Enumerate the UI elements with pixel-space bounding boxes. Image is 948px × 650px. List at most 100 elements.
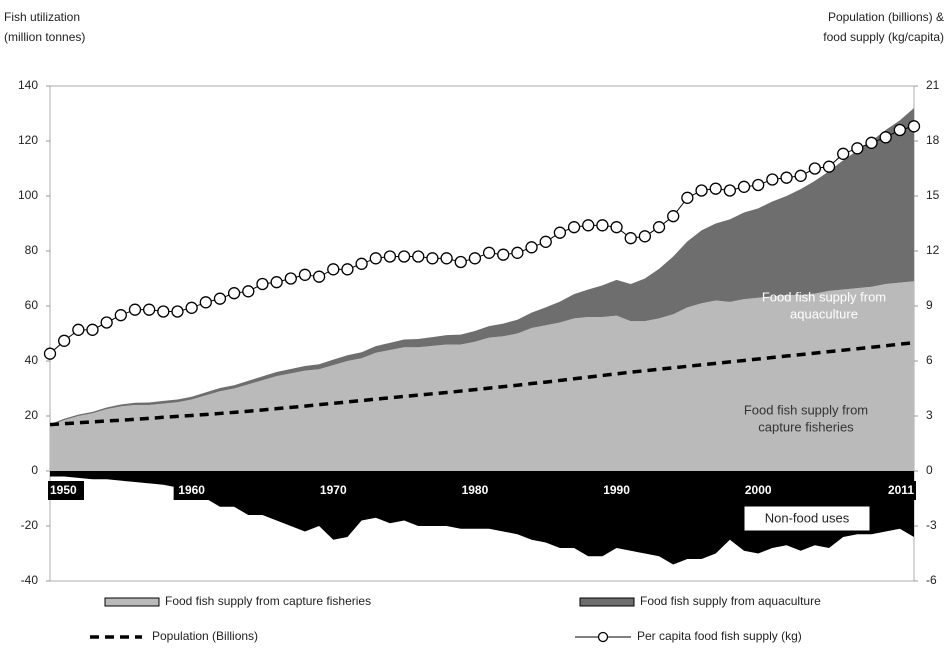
annotation: capture fisheries <box>758 419 854 434</box>
legend-label: Per capita food fish supply (kg) <box>637 629 802 643</box>
x-tick-bg <box>598 481 635 500</box>
y2-axis-title: food supply (kg/capita) <box>823 30 944 44</box>
marker <box>539 235 552 248</box>
x-tick-label: 1950 <box>50 483 77 497</box>
y2-tick-label: 21 <box>926 78 940 92</box>
x-tick-bg <box>48 481 84 500</box>
x-tick-label: 1960 <box>178 483 205 497</box>
line <box>49 340 915 427</box>
marker <box>582 219 595 232</box>
x-tick-label: 1970 <box>320 483 347 497</box>
annotation: Non-food uses <box>765 510 850 525</box>
y2-axis-title: Population (billions) & <box>828 10 944 24</box>
x-tick-bg <box>880 481 916 500</box>
marker <box>440 252 453 265</box>
marker <box>114 309 127 322</box>
marker <box>43 347 57 360</box>
marker <box>256 277 269 291</box>
marker <box>610 221 623 234</box>
marker <box>822 160 836 173</box>
y2-tick-label: 9 <box>926 298 933 312</box>
marker <box>667 210 680 223</box>
y2-tick-label: -6 <box>926 573 937 587</box>
marker <box>638 230 652 243</box>
marker <box>58 334 71 347</box>
y2-tick-label: 0 <box>926 463 933 477</box>
marker <box>596 219 609 232</box>
marker <box>865 136 878 149</box>
marker <box>766 173 779 186</box>
marker <box>681 191 694 204</box>
marker <box>511 246 524 259</box>
annotation: aquaculture <box>790 306 858 321</box>
marker <box>341 263 354 276</box>
x-tick-bg <box>740 481 777 500</box>
marker <box>752 178 765 192</box>
y-tick-label: 100 <box>18 188 38 202</box>
y2-tick-label: 3 <box>926 408 933 422</box>
marker <box>468 252 482 265</box>
y-tick-label: 120 <box>18 133 38 147</box>
y2-tick-label: 18 <box>926 133 940 147</box>
x-tick-bg <box>315 481 352 500</box>
marker <box>312 270 326 283</box>
marker <box>242 285 255 298</box>
y-tick-label: 20 <box>25 408 39 422</box>
marker <box>355 257 368 270</box>
marker <box>185 301 198 314</box>
marker <box>100 316 113 329</box>
y-tick-label: -40 <box>21 573 39 587</box>
y-tick-label: 60 <box>25 298 39 312</box>
area <box>50 281 914 471</box>
marker <box>426 252 439 265</box>
marker <box>624 232 637 245</box>
y-axis-title: Fish utilization <box>4 10 80 24</box>
annotation: Food fish supply from <box>762 289 886 304</box>
marker <box>142 303 156 316</box>
marker <box>851 142 864 155</box>
y2-tick-label: -3 <box>926 518 937 532</box>
marker <box>383 250 397 263</box>
marker <box>893 123 906 137</box>
x-tick-bg <box>456 481 493 500</box>
legend-swatch <box>104 597 160 607</box>
legend-label: Food fish supply from aquaculture <box>640 594 821 608</box>
marker <box>482 246 496 259</box>
marker <box>737 180 751 193</box>
x-tick-label: 2011 <box>888 483 914 497</box>
legend-swatch <box>597 631 609 643</box>
marker <box>412 250 425 263</box>
marker <box>695 184 708 197</box>
legend-swatch <box>579 597 635 607</box>
marker <box>567 221 581 234</box>
y2-tick-label: 6 <box>926 353 933 367</box>
marker <box>284 272 297 285</box>
y-axis-title: (million tonnes) <box>4 30 85 44</box>
marker <box>794 169 807 182</box>
marker <box>270 276 283 289</box>
marker <box>879 131 892 144</box>
marker <box>808 162 822 175</box>
y2-tick-label: 12 <box>926 243 940 257</box>
y-tick-label: 0 <box>31 463 38 477</box>
marker <box>553 226 567 239</box>
marker <box>652 221 666 234</box>
x-tick-bg <box>173 481 210 500</box>
marker <box>780 171 793 184</box>
area <box>50 108 914 426</box>
marker <box>298 268 312 281</box>
y2-tick-label: 15 <box>926 188 940 202</box>
annotation-box <box>743 505 871 532</box>
x-tick-label: 1990 <box>603 483 630 497</box>
y-tick-label: 40 <box>25 353 39 367</box>
marker <box>907 120 921 133</box>
marker <box>213 292 227 305</box>
marker <box>525 241 538 254</box>
marker <box>227 287 241 300</box>
x-tick-label: 1980 <box>462 483 489 497</box>
marker <box>199 296 212 309</box>
y-tick-label: 140 <box>18 78 38 92</box>
marker <box>128 303 142 316</box>
legend-label: Food fish supply from capture fisheries <box>165 594 371 608</box>
